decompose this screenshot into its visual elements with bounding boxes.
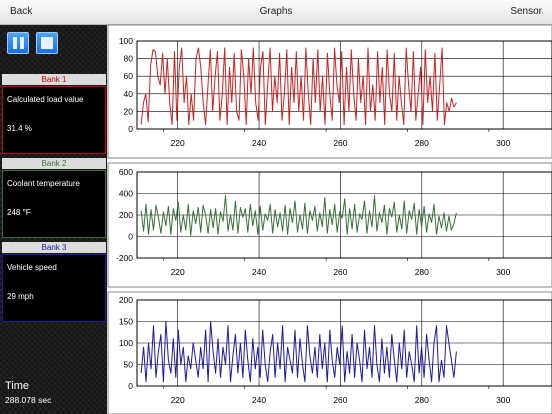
series-line [140, 195, 457, 236]
bank-2-panel[interactable]: Coolant temperature 248 °F [2, 170, 106, 238]
x-tick-label: 280 [415, 267, 429, 277]
x-tick-label: 260 [333, 138, 347, 148]
x-tick-label: 220 [171, 138, 185, 148]
series-line [140, 47, 457, 126]
x-tick-label: 280 [415, 138, 429, 148]
sensor-button[interactable]: Sensor [510, 6, 542, 17]
nav-title: Graphs [259, 6, 293, 17]
bank-3-header: Bank 3 [2, 242, 106, 253]
chart-bank-3[interactable]: 0 50 100 150 200 220 240 260 280 300 [107, 291, 552, 414]
bank-1-sensor-name: Calculated load value [7, 95, 84, 104]
bank-1-header: Bank 1 [2, 74, 106, 85]
x-tick-label: 300 [496, 395, 510, 405]
bank-1-panel[interactable]: Calculated load value 31.4 % [2, 86, 106, 154]
x-tick-label: 220 [171, 395, 185, 405]
bank-3-value: 29 mph [7, 292, 34, 301]
y-tick-label: 400 [119, 189, 133, 199]
bank-1-value: 31.4 % [7, 124, 32, 133]
x-tick-label: 280 [415, 395, 429, 405]
x-tick-label: 300 [496, 138, 510, 148]
pause-button[interactable] [7, 32, 29, 54]
x-tick-label: 240 [252, 395, 266, 405]
x-tick-label: 260 [333, 395, 347, 405]
x-tick-label: 240 [252, 267, 266, 277]
back-button[interactable]: Back [10, 6, 33, 17]
x-tick-label: 240 [252, 138, 266, 148]
y-tick-label: 100 [119, 338, 133, 348]
bank-2-value: 248 °F [7, 208, 31, 217]
chart-bank-1[interactable]: 0 20 40 60 80 100 220 240 260 280 300 [107, 24, 552, 159]
y-tick-label: 150 [119, 317, 133, 327]
y-tick-label: 0 [128, 124, 133, 134]
x-tick-label: 260 [333, 267, 347, 277]
bank-2-header: Bank 2 [2, 158, 106, 169]
y-tick-label: 600 [119, 167, 133, 177]
y-tick-label: 0 [128, 381, 133, 391]
y-tick-label: -200 [116, 253, 133, 263]
x-tick-label: 300 [496, 267, 510, 277]
y-tick-label: 100 [119, 36, 133, 46]
sidebar: Bank 1 Calculated load value 31.4 % Bank… [0, 25, 107, 414]
y-tick-label: 40 [124, 89, 134, 99]
stop-button[interactable] [36, 32, 58, 54]
y-tick-label: 80 [124, 54, 134, 64]
time-value: 288.078 sec [5, 395, 52, 405]
bank-3-panel[interactable]: Vehicle speed 29 mph [2, 254, 106, 322]
chart-bank-2[interactable]: -200 0 200 400 600 220 240 260 280 300 [107, 162, 552, 288]
x-tick-label: 220 [171, 267, 185, 277]
y-tick-label: 200 [119, 210, 133, 220]
y-tick-label: 200 [119, 295, 133, 305]
time-label: Time [5, 380, 30, 392]
y-tick-label: 0 [128, 232, 133, 242]
series-line [140, 321, 457, 383]
y-tick-label: 60 [124, 71, 134, 81]
bank-2-sensor-name: Coolant temperature [7, 179, 80, 188]
bank-3-sensor-name: Vehicle speed [7, 263, 57, 272]
stop-icon [41, 37, 53, 49]
y-tick-label: 50 [124, 360, 134, 370]
y-tick-label: 20 [124, 106, 134, 116]
